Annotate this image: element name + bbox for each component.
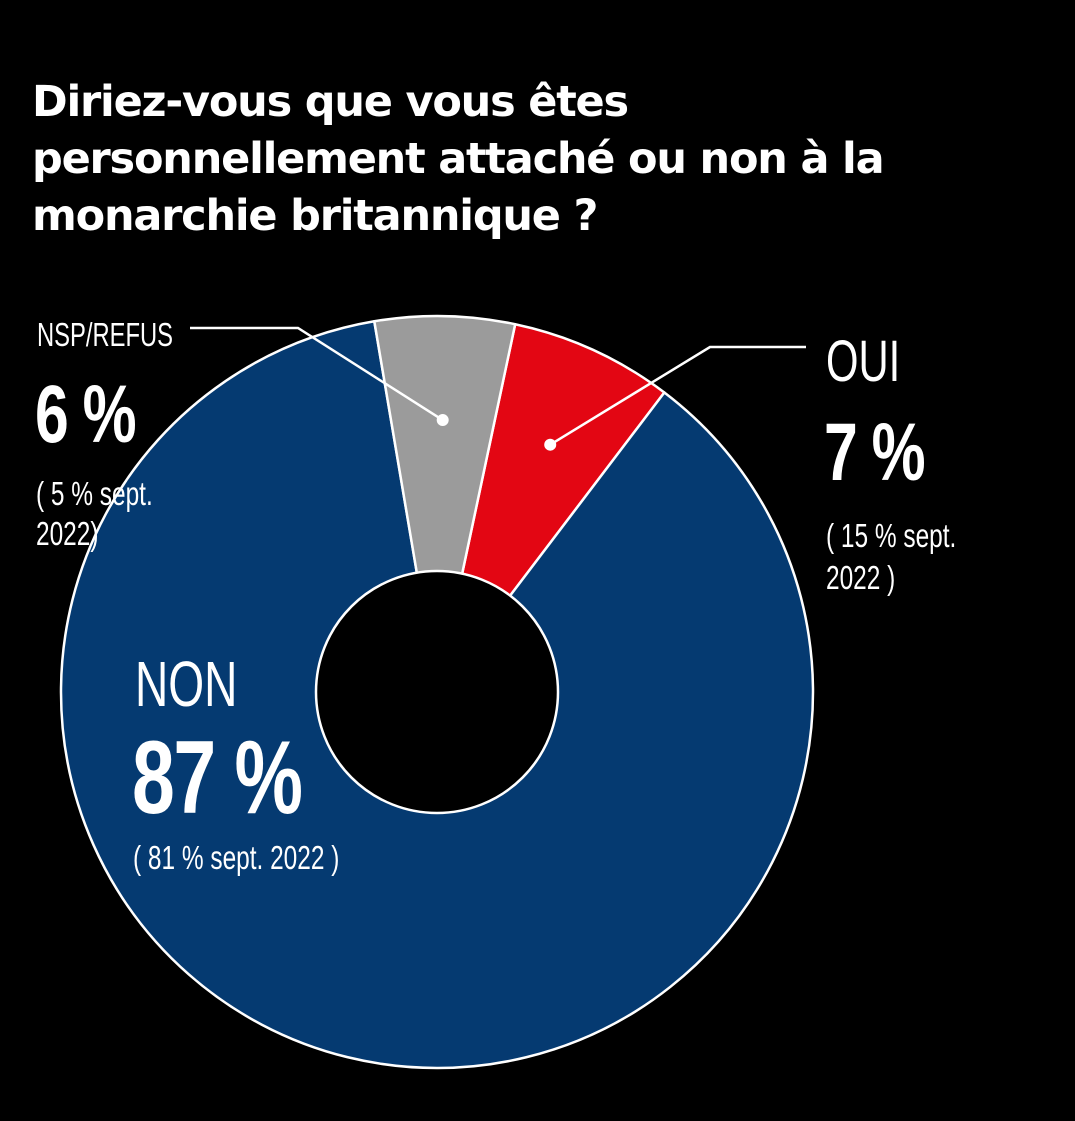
label-nsp-name: NSP/REFUS [37,316,173,353]
label-nsp-previous-line-2: 2022) [36,515,99,552]
chart-title-line-1: Diriez-vous que vous êtes [32,77,629,127]
label-nsp-percent: 6 % [35,369,137,460]
label-oui-previous-line-2: 2022 ) [826,559,896,596]
chart-title-line-3: monarchie britannique ? [32,191,598,241]
leader-dot-nsp [436,414,449,427]
chart-title: Diriez-vous que vous êtes personnellemen… [32,74,1032,245]
label-nsp-previous-line-1: ( 5 % sept. [36,475,153,512]
leader-line-oui [549,345,806,446]
leader-line-nsp [190,326,444,422]
label-oui-previous-line-1: ( 15 % sept. [826,517,957,554]
label-non-previous: ( 81 % sept. 2022 ) [133,839,340,876]
leader-dot-oui [544,438,557,451]
label-oui-name: OUI [826,329,901,394]
chart-title-line-2: personnellement attaché ou non à la [32,134,885,184]
label-non-name: NON [135,648,238,720]
donut-center-hole [314,569,560,815]
label-oui-percent: 7 % [824,407,926,498]
label-non-percent: 87 % [132,720,303,836]
